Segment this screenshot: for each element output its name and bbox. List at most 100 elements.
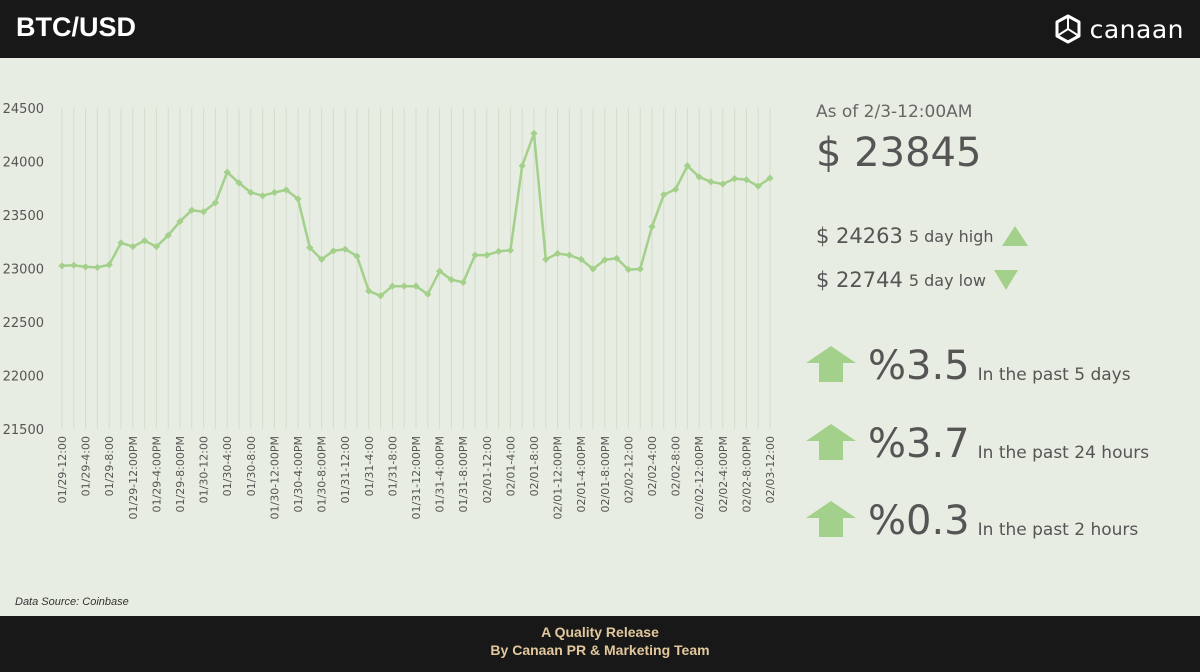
- data-point: [530, 129, 538, 137]
- change-24-hours: %3.7 In the past 24 hours: [806, 422, 1149, 466]
- data-point: [412, 282, 420, 290]
- five-day-low: $ 22744 5 day low: [816, 268, 1018, 292]
- y-tick-label: 21500: [3, 423, 44, 438]
- data-point: [660, 191, 668, 199]
- y-tick-label: 22000: [3, 370, 44, 385]
- x-tick-label: 02/01-12:00PM: [552, 436, 565, 520]
- x-tick-label: 01/29-8:00PM: [174, 436, 187, 513]
- data-point: [636, 265, 644, 273]
- x-tick-label: 02/01-4:00PM: [575, 436, 588, 513]
- five-day-high: $ 24263 5 day high: [816, 224, 1028, 248]
- x-tick-label: 02/01-12:00: [481, 436, 494, 503]
- x-tick-label: 01/31-8:00PM: [457, 436, 470, 513]
- change-5-days: %3.5 In the past 5 days: [806, 344, 1131, 388]
- x-tick-label: 01/29-12:00: [56, 436, 69, 503]
- data-point: [436, 267, 444, 275]
- high-label: 5 day high: [908, 226, 994, 246]
- y-tick-label: 23500: [3, 209, 44, 224]
- data-point: [93, 263, 101, 272]
- x-tick-label: 01/29-8:00: [103, 436, 116, 496]
- data-point: [129, 242, 137, 251]
- data-point: [353, 252, 361, 260]
- data-point: [141, 237, 149, 245]
- data-point: [459, 278, 467, 287]
- x-tick-label: 01/31-12:00PM: [410, 436, 423, 520]
- data-point: [424, 290, 432, 298]
- x-tick-label: 02/02-12:00PM: [693, 436, 706, 520]
- x-tick-label: 02/02-8:00: [670, 436, 683, 496]
- data-point: [164, 231, 172, 239]
- data-point: [294, 195, 302, 203]
- data-point: [306, 244, 314, 252]
- arrow-up-icon: [806, 424, 856, 460]
- y-tick-label: 22500: [3, 316, 44, 331]
- y-tick-label: 24500: [3, 102, 44, 117]
- x-tick-label: 01/30-4:00: [221, 436, 234, 496]
- data-point: [70, 261, 78, 269]
- change-pct: %3.5: [868, 343, 970, 389]
- data-point: [648, 223, 656, 231]
- price-chart: 21500 22000 22500 23000 23500 24000 24500 01/29…: [0, 90, 790, 570]
- footer-line-1: A Quality Release: [541, 624, 659, 640]
- x-tick-label: 01/31-12:00: [339, 436, 352, 503]
- x-tick-label: 01/31-8:00: [386, 436, 399, 496]
- data-point: [707, 178, 715, 186]
- data-point: [223, 168, 231, 176]
- x-tick-label: 01/31-4:00PM: [434, 436, 447, 513]
- data-point: [176, 217, 184, 226]
- data-point: [742, 176, 750, 184]
- low-value: $ 22744: [816, 268, 903, 292]
- data-point: [211, 199, 219, 207]
- current-price: $ 23845: [816, 130, 982, 176]
- page-title: BTC/USD: [16, 12, 136, 42]
- high-value: $ 24263: [816, 224, 903, 248]
- data-point: [318, 255, 326, 264]
- x-tick-label: 01/30-8:00PM: [316, 436, 329, 513]
- data-point: [152, 242, 160, 251]
- data-point: [495, 247, 503, 255]
- x-tick-label: 01/30-8:00: [245, 436, 258, 496]
- data-source-note: Data Source: Coinbase: [15, 596, 129, 608]
- data-point: [82, 263, 90, 271]
- x-tick-label: 02/02-4:00: [646, 436, 659, 496]
- x-tick-label: 02/01-4:00: [504, 436, 517, 496]
- change-pct: %0.3: [868, 498, 970, 544]
- summary-panel: As of 2/3-12:00AM $ 23845 $ 24263 5 day …: [816, 0, 1196, 600]
- data-point: [624, 265, 632, 274]
- x-tick-label: 01/31-4:00: [363, 436, 376, 496]
- as-of-label: As of 2/3-12:00AM: [816, 102, 973, 122]
- data-point: [388, 282, 396, 290]
- x-tick-label: 02/01-8:00: [528, 436, 541, 496]
- x-tick-label: 02/02-4:00PM: [717, 436, 730, 513]
- x-tick-label: 02/02-8:00PM: [740, 436, 753, 513]
- price-chart-svg: 21500 22000 22500 23000 23500 24000 24500 01/29…: [3, 102, 777, 520]
- data-point: [58, 262, 66, 270]
- canaan-logo: canaan: [1054, 12, 1184, 46]
- data-point: [200, 208, 208, 216]
- x-tick-label: 02/02-12:00: [622, 436, 635, 503]
- footer-line-2: By Canaan PR & Marketing Team: [490, 642, 710, 658]
- y-tick-label: 24000: [3, 156, 44, 171]
- data-point: [554, 249, 562, 258]
- change-2-hours: %0.3 In the past 2 hours: [806, 499, 1138, 543]
- canaan-cube-icon: [1055, 14, 1081, 44]
- low-label: 5 day low: [908, 270, 986, 290]
- data-point: [719, 180, 727, 188]
- change-pct: %3.7: [868, 421, 970, 467]
- data-point: [518, 162, 526, 170]
- data-point: [259, 192, 267, 200]
- change-period: In the past 5 days: [977, 365, 1131, 385]
- triangle-down-icon: [993, 270, 1018, 290]
- data-point: [483, 251, 491, 259]
- data-point: [565, 251, 573, 259]
- arrow-up-icon: [806, 501, 856, 537]
- data-point: [235, 179, 243, 187]
- triangle-up-icon: [1001, 226, 1028, 246]
- x-tick-label: 02/01-8:00PM: [599, 436, 612, 513]
- x-tick-label: 01/30-12:00: [198, 436, 211, 503]
- data-point: [672, 185, 680, 193]
- header-bar: BTC/USD canaan: [0, 0, 1200, 58]
- data-point: [188, 206, 196, 214]
- data-point: [329, 247, 337, 255]
- data-point: [601, 256, 609, 264]
